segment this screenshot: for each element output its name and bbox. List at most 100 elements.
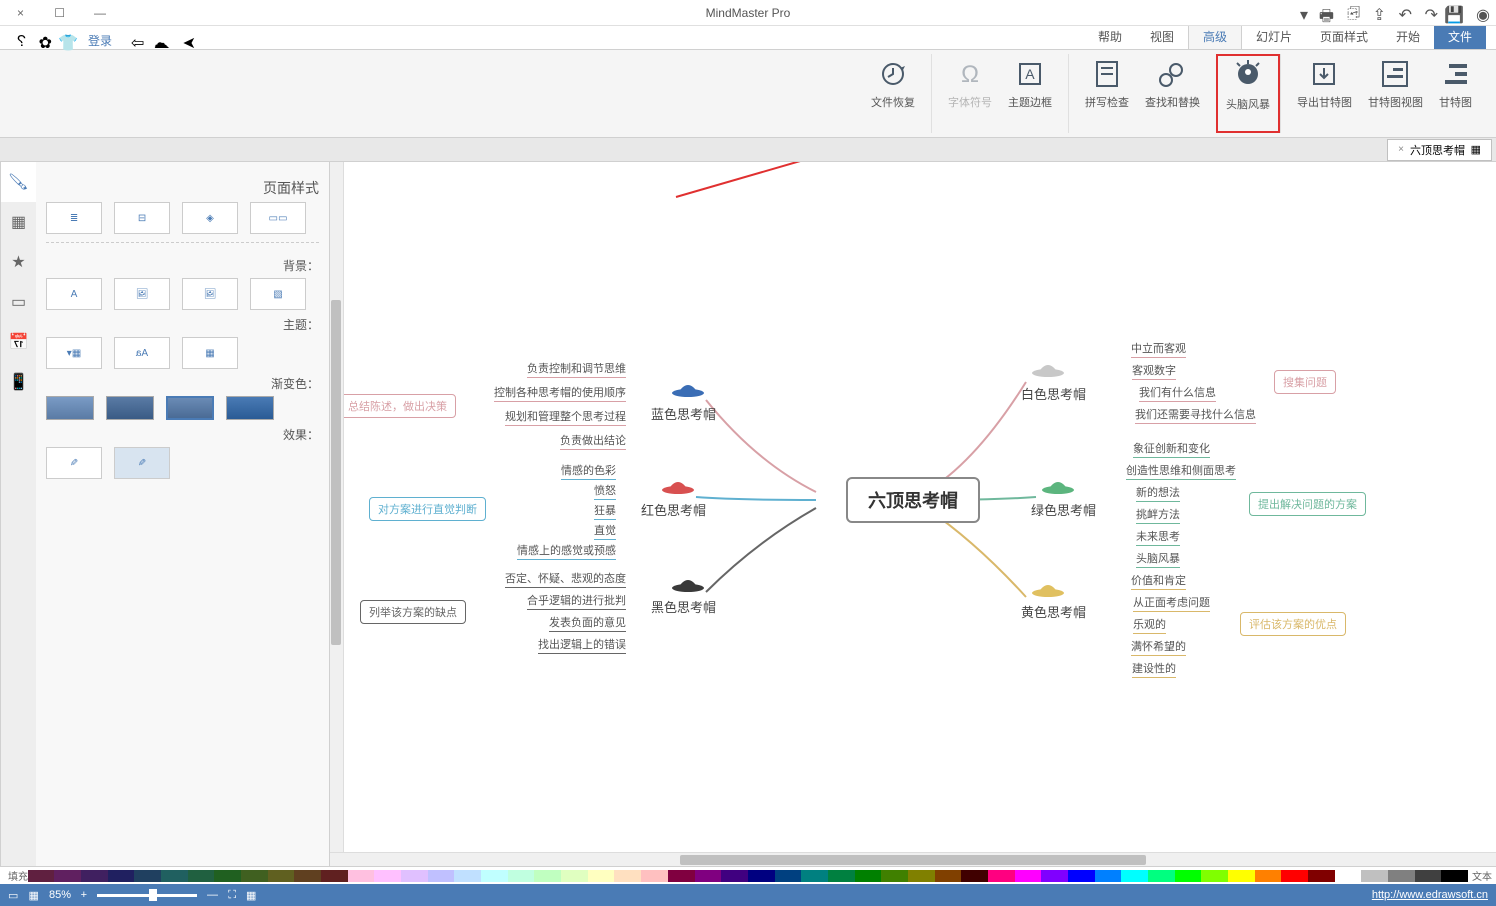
undo-icon[interactable]: ↶ (1422, 5, 1438, 21)
leaf[interactable]: 头脑风暴 (1136, 550, 1180, 568)
color-swatch[interactable] (908, 870, 935, 882)
tab-file[interactable]: 文件 (1434, 24, 1486, 49)
grid-icon[interactable]: ▦ (28, 889, 38, 902)
color-swatch[interactable] (481, 870, 508, 882)
theme-thumb[interactable]: ▦▾ (46, 337, 102, 369)
leaf[interactable]: 愤怒 (594, 482, 616, 500)
cloud-icon[interactable]: ☁ (154, 33, 170, 49)
leaf[interactable]: 负责做出结论 (560, 432, 626, 450)
leaf[interactable]: 从正面考虑问题 (1133, 594, 1210, 612)
color-swatch[interactable] (534, 870, 561, 882)
swatch[interactable] (106, 396, 154, 420)
print-icon[interactable]: 🖶 (1318, 5, 1334, 21)
copy-icon[interactable]: ⎘ (1344, 5, 1360, 21)
zoom-slider[interactable] (97, 894, 197, 897)
leaf[interactable]: 规划和管理整个思考过程 (505, 408, 626, 426)
leaf[interactable]: 中立而客观 (1131, 340, 1186, 358)
color-swatch[interactable] (1121, 870, 1148, 882)
login-link[interactable]: 登录 (88, 32, 112, 49)
panel-tab-calendar[interactable]: 📅 (1, 322, 36, 362)
tab-view[interactable]: 视图 (1136, 24, 1188, 49)
color-swatch[interactable] (828, 870, 855, 882)
central-topic[interactable]: 六顶思考帽 (846, 477, 980, 523)
tab-help[interactable]: 帮助 (1084, 24, 1136, 49)
leaf[interactable]: 我们还需要寻找什么信息 (1135, 406, 1256, 424)
summary[interactable]: 提出解决问题的方案 (1249, 492, 1366, 516)
branch-white[interactable]: 白色思考帽 (1021, 384, 1086, 403)
color-swatch[interactable] (988, 870, 1015, 882)
theme-thumb[interactable]: Aa (114, 337, 170, 369)
layout-thumb[interactable]: ▭▭ (250, 202, 306, 234)
leaf[interactable]: 情感的色彩 (561, 462, 616, 480)
theme-thumb[interactable]: ▦ (182, 337, 238, 369)
leaf[interactable]: 直觉 (594, 522, 616, 540)
leaf[interactable]: 合乎逻辑的进行批判 (527, 592, 626, 610)
color-swatch[interactable] (1068, 870, 1095, 882)
fit-icon[interactable]: ⛶ (228, 889, 236, 902)
pointer-icon[interactable]: ➤ (180, 33, 196, 49)
doc-close-icon[interactable]: × (1398, 144, 1404, 155)
panel-tab-brush[interactable]: 🖌 (1, 162, 36, 202)
tab-start[interactable]: 开始 (1382, 24, 1434, 49)
bg-thumb[interactable]: 🖼 (114, 278, 170, 310)
export-icon[interactable]: ⇪ (1370, 5, 1386, 21)
color-swatch[interactable] (454, 870, 481, 882)
branch-green[interactable]: 绿色思考帽 (1031, 500, 1096, 519)
more-icon[interactable]: ▾ (1292, 5, 1308, 21)
color-swatch[interactable] (374, 870, 401, 882)
color-swatch[interactable] (1335, 870, 1362, 882)
color-swatch[interactable] (615, 870, 642, 882)
bg-thumb[interactable]: 🖼 (182, 278, 238, 310)
layout-thumb[interactable]: ≣ (46, 202, 102, 234)
color-swatch[interactable] (881, 870, 908, 882)
color-swatch[interactable] (1015, 870, 1042, 882)
leaf[interactable]: 我们有什么信息 (1139, 384, 1216, 402)
leaf[interactable]: 客观数字 (1132, 362, 1176, 380)
color-swatch[interactable] (54, 870, 81, 882)
save-icon[interactable]: 💾 (1448, 5, 1464, 21)
color-swatch[interactable] (1441, 870, 1468, 882)
leaf[interactable]: 满怀希望的 (1131, 638, 1186, 656)
document-tab[interactable]: ▦ 六顶思考帽 × (1387, 139, 1492, 161)
color-swatch[interactable] (241, 870, 268, 882)
leaf[interactable]: 狂暴 (594, 502, 616, 520)
color-swatch[interactable] (1175, 870, 1202, 882)
color-swatch[interactable] (668, 870, 695, 882)
leaf[interactable]: 价值和肯定 (1131, 572, 1186, 590)
color-swatch[interactable] (855, 870, 882, 882)
bg-thumb[interactable]: ▨ (250, 278, 306, 310)
color-swatch[interactable] (1201, 870, 1228, 882)
close-button[interactable]: × (0, 0, 40, 26)
color-swatch[interactable] (721, 870, 748, 882)
export-gantt-button[interactable]: 导出甘特图 (1291, 56, 1358, 112)
leaf[interactable]: 挑衅方法 (1136, 506, 1180, 524)
tab-page-style[interactable]: 页面样式 (1306, 24, 1382, 49)
brainstorm-button[interactable]: 头脑风暴 (1220, 58, 1276, 114)
topic-border-button[interactable]: A 主题边框 (1002, 56, 1058, 112)
tab-slideshow[interactable]: 幻灯片 (1242, 24, 1306, 49)
summary[interactable]: 对方案进行直觉判断 (369, 497, 486, 521)
history-button[interactable]: 文件恢复 (865, 56, 921, 112)
swatch[interactable] (46, 396, 94, 420)
color-swatch[interactable] (28, 870, 55, 882)
branch-red[interactable]: 红色思考帽 (641, 500, 706, 519)
color-swatch[interactable] (935, 870, 962, 882)
color-swatch[interactable] (561, 870, 588, 882)
summary[interactable]: 总结陈述，做出决策 (339, 394, 456, 418)
zoom-plus[interactable]: + (81, 889, 87, 901)
shirt-icon[interactable]: 👕 (62, 33, 78, 49)
color-swatch[interactable] (695, 870, 722, 882)
swatch[interactable] (226, 396, 274, 420)
branch-black[interactable]: 黑色思考帽 (651, 597, 716, 616)
color-swatch[interactable] (161, 870, 188, 882)
flower-icon[interactable]: ✿ (36, 33, 52, 49)
color-swatch[interactable] (1255, 870, 1282, 882)
color-swatch[interactable] (81, 870, 108, 882)
leaf[interactable]: 控制各种思考帽的使用顺序 (494, 384, 626, 402)
panel-tab-layout[interactable]: ▦ (1, 202, 36, 242)
leaf[interactable]: 负责控制和调节思维 (527, 360, 626, 378)
color-swatch[interactable] (1415, 870, 1442, 882)
branch-yellow[interactable]: 黄色思考帽 (1021, 602, 1086, 621)
leaf[interactable]: 未来思考 (1136, 528, 1180, 546)
color-swatch[interactable] (748, 870, 775, 882)
